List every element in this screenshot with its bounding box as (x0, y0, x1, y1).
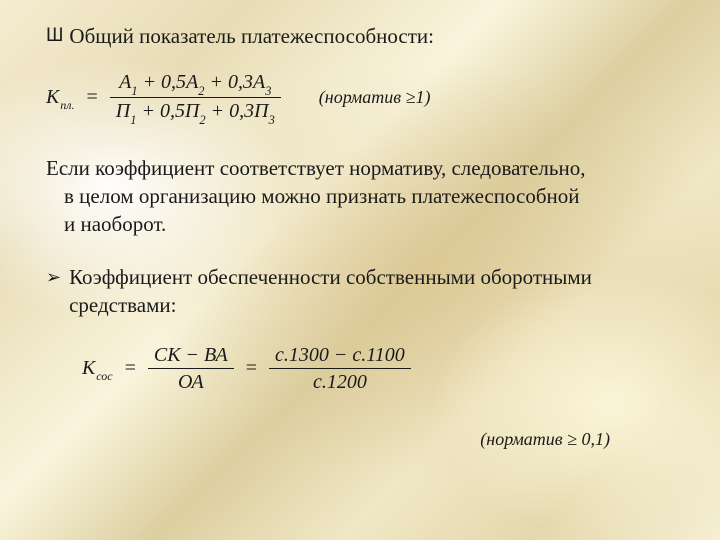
formula-2-sub: сос (96, 369, 112, 384)
formula-2-fraction-1: СК − ВА ОА (148, 342, 234, 395)
formula-1-row: К пл. = А1 + 0,5А2 + 0,3А3 П1 + 0,5П2 + … (46, 69, 674, 128)
formula-1-den: П1 + 0,5П2 + 0,3П3 (110, 98, 281, 127)
heading-2: ➢ Коэффициент обеспеченности собственным… (46, 264, 674, 319)
formula-1-sub: пл. (60, 98, 74, 113)
heading-1-text: Общий показатель платежеспособности: (69, 22, 434, 50)
formula-2-f1-num: СК − ВА (148, 342, 234, 368)
slide-content: Ш Общий показатель платежеспособности: К… (0, 0, 720, 470)
para-line-2: в целом организацию можно признать плате… (46, 183, 668, 211)
formula-1-num: А1 + 0,5А2 + 0,3А3 (113, 69, 277, 98)
formula-1-fraction: А1 + 0,5А2 + 0,3А3 П1 + 0,5П2 + 0,3П3 (110, 69, 281, 128)
formula-1-sym: К (46, 86, 59, 109)
bullet-2: ➢ (46, 264, 61, 292)
equals-2a: = (121, 357, 140, 380)
para-line-3: и наоборот. (46, 211, 668, 239)
formula-2-fraction-2: c.1300 − c.1100 c.1200 (269, 342, 411, 395)
formula-2-lhs: К сос (82, 357, 113, 380)
equals-1: = (83, 86, 102, 109)
formula-2-f2-num: c.1300 − c.1100 (269, 342, 411, 368)
formula-2-sym: К (82, 357, 95, 380)
formula-2-f1-den: ОА (172, 369, 210, 395)
heading-1: Ш Общий показатель платежеспособности: (46, 22, 674, 51)
bullet-1: Ш (46, 22, 63, 51)
equals-2b: = (242, 357, 261, 380)
formula-2: К сос = СК − ВА ОА = c.1300 − c.1100 c.1… (82, 342, 411, 395)
formula-1-lhs: К пл. (46, 86, 75, 109)
paragraph-1: Если коэффициент соответствует нормативу… (46, 155, 668, 238)
formula-2-row: К сос = СК − ВА ОА = c.1300 − c.1100 c.1… (82, 342, 674, 395)
para-line-1: Если коэффициент соответствует нормативу… (46, 156, 585, 180)
formula-1: К пл. = А1 + 0,5А2 + 0,3А3 П1 + 0,5П2 + … (46, 69, 281, 128)
normative-2: (норматив ≥ 0,1) (84, 429, 610, 450)
formula-2-f2-den: c.1200 (307, 369, 373, 395)
heading-2-text: Коэффициент обеспеченности собственными … (69, 264, 674, 319)
normative-1: (норматив ≥1) (319, 87, 431, 108)
